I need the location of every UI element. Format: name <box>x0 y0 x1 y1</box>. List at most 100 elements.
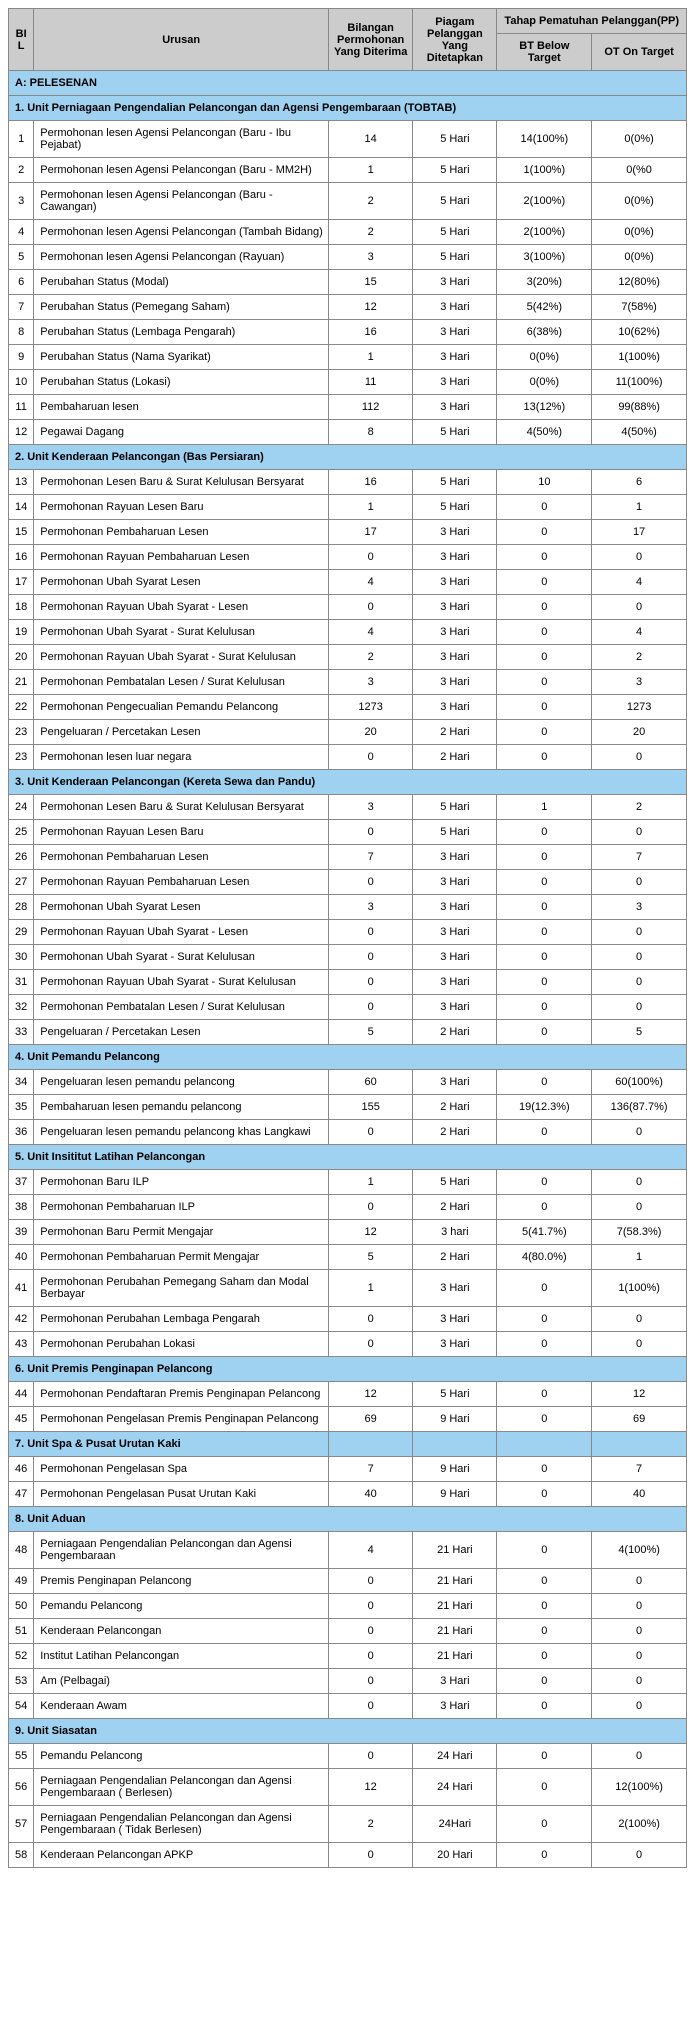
cell-bil: 53 <box>9 1669 34 1694</box>
table-row: 40Permohonan Pembaharuan Permit Mengajar… <box>9 1245 687 1270</box>
cell-ot: 0 <box>592 1195 687 1220</box>
table-row: 9Perubahan Status (Nama Syarikat)13 Hari… <box>9 345 687 370</box>
cell-urusan: Permohonan Pengecualian Pemandu Pelancon… <box>34 695 329 720</box>
table-row: 8Perubahan Status (Lembaga Pengarah)163 … <box>9 320 687 345</box>
cell-bil: 11 <box>9 395 34 420</box>
cell-piagam: 5 Hari <box>413 470 497 495</box>
cell-bilangan: 0 <box>329 1843 413 1868</box>
cell-bilangan: 69 <box>329 1407 413 1432</box>
cell-bt: 0 <box>497 870 592 895</box>
cell-bt: 0 <box>497 1407 592 1432</box>
cell-bt: 0 <box>497 570 592 595</box>
cell-piagam: 5 Hari <box>413 1170 497 1195</box>
cell-bilangan: 14 <box>329 121 413 158</box>
cell-bilangan: 12 <box>329 1769 413 1806</box>
cell-bilangan: 3 <box>329 670 413 695</box>
cell-ot: 7(58.3%) <box>592 1220 687 1245</box>
cell-bil: 13 <box>9 470 34 495</box>
table-row: 51Kenderaan Pelancongan021 Hari00 <box>9 1619 687 1644</box>
cell-bt: 0 <box>497 970 592 995</box>
cell-bil: 46 <box>9 1457 34 1482</box>
cell-ot: 0 <box>592 920 687 945</box>
cell-bil: 7 <box>9 295 34 320</box>
cell-urusan: Premis Penginapan Pelancong <box>34 1569 329 1594</box>
cell-bilangan: 16 <box>329 470 413 495</box>
cell-piagam: 5 Hari <box>413 220 497 245</box>
th-bil: BIL <box>9 9 34 71</box>
th-ot: OT On Target <box>592 34 687 71</box>
cell-bt: 0 <box>497 1332 592 1357</box>
cell-piagam: 5 Hari <box>413 121 497 158</box>
cell-bt: 3(20%) <box>497 270 592 295</box>
table-row: 30Permohonan Ubah Syarat - Surat Kelulus… <box>9 945 687 970</box>
cell-bil: 33 <box>9 1020 34 1045</box>
cell-urusan: Permohonan lesen Agensi Pelancongan (Bar… <box>34 121 329 158</box>
cell-bil: 48 <box>9 1532 34 1569</box>
table-row: 14Permohonan Rayuan Lesen Baru15 Hari01 <box>9 495 687 520</box>
cell-bil: 40 <box>9 1245 34 1270</box>
cell-bilangan: 0 <box>329 1120 413 1145</box>
table-row: 12Pegawai Dagang85 Hari4(50%)4(50%) <box>9 420 687 445</box>
cell-ot: 7(58%) <box>592 295 687 320</box>
cell-ot: 6 <box>592 470 687 495</box>
cell-bt: 2(100%) <box>497 183 592 220</box>
cell-bt: 5(41.7%) <box>497 1220 592 1245</box>
cell-bil: 21 <box>9 670 34 695</box>
table-row: 45Permohonan Pengelasan Premis Penginapa… <box>9 1407 687 1432</box>
cell-bilangan: 5 <box>329 1020 413 1045</box>
cell-bil: 25 <box>9 820 34 845</box>
cell-bt: 0 <box>497 1457 592 1482</box>
cell-bil: 41 <box>9 1270 34 1307</box>
cell-piagam: 3 Hari <box>413 920 497 945</box>
table-row: 25Permohonan Rayuan Lesen Baru05 Hari00 <box>9 820 687 845</box>
cell-piagam: 5 Hari <box>413 495 497 520</box>
cell-bilangan: 1 <box>329 158 413 183</box>
cell-bilangan: 1273 <box>329 695 413 720</box>
cell-piagam: 3 Hari <box>413 270 497 295</box>
cell-ot: 0 <box>592 820 687 845</box>
group-header: 9. Unit Siasatan <box>9 1719 687 1744</box>
cell-bilangan: 0 <box>329 995 413 1020</box>
cell-bt: 0 <box>497 1270 592 1307</box>
cell-ot: 0 <box>592 595 687 620</box>
cell-urusan: Kenderaan Pelancongan APKP <box>34 1843 329 1868</box>
cell-piagam: 24Hari <box>413 1806 497 1843</box>
cell-bilangan: 8 <box>329 420 413 445</box>
cell-piagam: 3 Hari <box>413 520 497 545</box>
cell-bil: 54 <box>9 1694 34 1719</box>
cell-urusan: Perniagaan Pengendalian Pelancongan dan … <box>34 1806 329 1843</box>
cell-piagam: 5 Hari <box>413 420 497 445</box>
cell-bil: 43 <box>9 1332 34 1357</box>
cell-ot: 0 <box>592 1120 687 1145</box>
cell-bt: 1(100%) <box>497 158 592 183</box>
table-row: 54Kenderaan Awam03 Hari00 <box>9 1694 687 1719</box>
cell-bilangan: 2 <box>329 220 413 245</box>
cell-bt: 0 <box>497 1744 592 1769</box>
cell-piagam: 9 Hari <box>413 1482 497 1507</box>
cell-piagam: 5 Hari <box>413 158 497 183</box>
cell-urusan: Permohonan Pengelasan Spa <box>34 1457 329 1482</box>
cell-bt: 0(0%) <box>497 345 592 370</box>
cell-bil: 34 <box>9 1070 34 1095</box>
cell-bil: 56 <box>9 1769 34 1806</box>
cell-piagam: 9 Hari <box>413 1457 497 1482</box>
cell-urusan: Permohonan Rayuan Pembaharuan Lesen <box>34 545 329 570</box>
cell-bt: 0 <box>497 1070 592 1095</box>
table-row: 23Pengeluaran / Percetakan Lesen202 Hari… <box>9 720 687 745</box>
cell-bilangan: 2 <box>329 1806 413 1843</box>
table-row: 58Kenderaan Pelancongan APKP020 Hari00 <box>9 1843 687 1868</box>
cell-ot: 1273 <box>592 695 687 720</box>
cell-piagam: 3 Hari <box>413 1332 497 1357</box>
cell-urusan: Permohonan Baru ILP <box>34 1170 329 1195</box>
cell-urusan: Am (Pelbagai) <box>34 1669 329 1694</box>
cell-bilangan: 0 <box>329 1332 413 1357</box>
cell-bilangan: 7 <box>329 1457 413 1482</box>
cell-ot: 0 <box>592 1619 687 1644</box>
table-row: 17Permohonan Ubah Syarat Lesen43 Hari04 <box>9 570 687 595</box>
cell-bil: 18 <box>9 595 34 620</box>
cell-piagam: 21 Hari <box>413 1569 497 1594</box>
table-row: 42Permohonan Perubahan Lembaga Pengarah0… <box>9 1307 687 1332</box>
cell-bilangan: 0 <box>329 1694 413 1719</box>
table-row: 46Permohonan Pengelasan Spa79 Hari07 <box>9 1457 687 1482</box>
cell-bil: 10 <box>9 370 34 395</box>
